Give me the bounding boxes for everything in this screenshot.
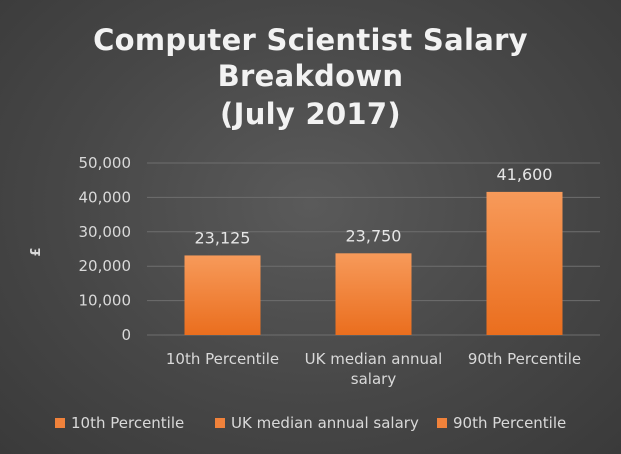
chart-title-line-3: (July 2017) [220,97,401,131]
x-tick-label: 90th Percentile [468,350,581,368]
y-tick-label: 50,000 [79,154,132,172]
legend-label: 10th Percentile [71,414,184,432]
x-tick-label: UK median annual [305,350,443,368]
legend-swatch [215,418,225,428]
chart-title-line-2: Breakdown [217,59,404,93]
bar [184,255,261,335]
bar [335,253,412,335]
y-tick-label: 10,000 [79,292,132,310]
x-tick-label: salary [351,370,397,388]
legend-swatch [437,418,447,428]
y-tick-label: 20,000 [79,257,132,275]
legend-label: UK median annual salary [231,414,419,432]
legend-swatch [55,418,65,428]
y-tick-label: 40,000 [79,188,132,206]
y-tick-label: 30,000 [79,223,132,241]
legend-label: 90th Percentile [453,414,566,432]
data-label: 23,125 [195,228,251,247]
x-tick-label: 10th Percentile [166,350,279,368]
y-tick-label: 0 [121,326,131,344]
y-axis-label: £ [29,247,44,256]
data-label: 23,750 [346,226,402,245]
chart-title-line-1: Computer Scientist Salary [93,23,528,57]
data-label: 41,600 [497,165,553,184]
bar [486,191,563,335]
